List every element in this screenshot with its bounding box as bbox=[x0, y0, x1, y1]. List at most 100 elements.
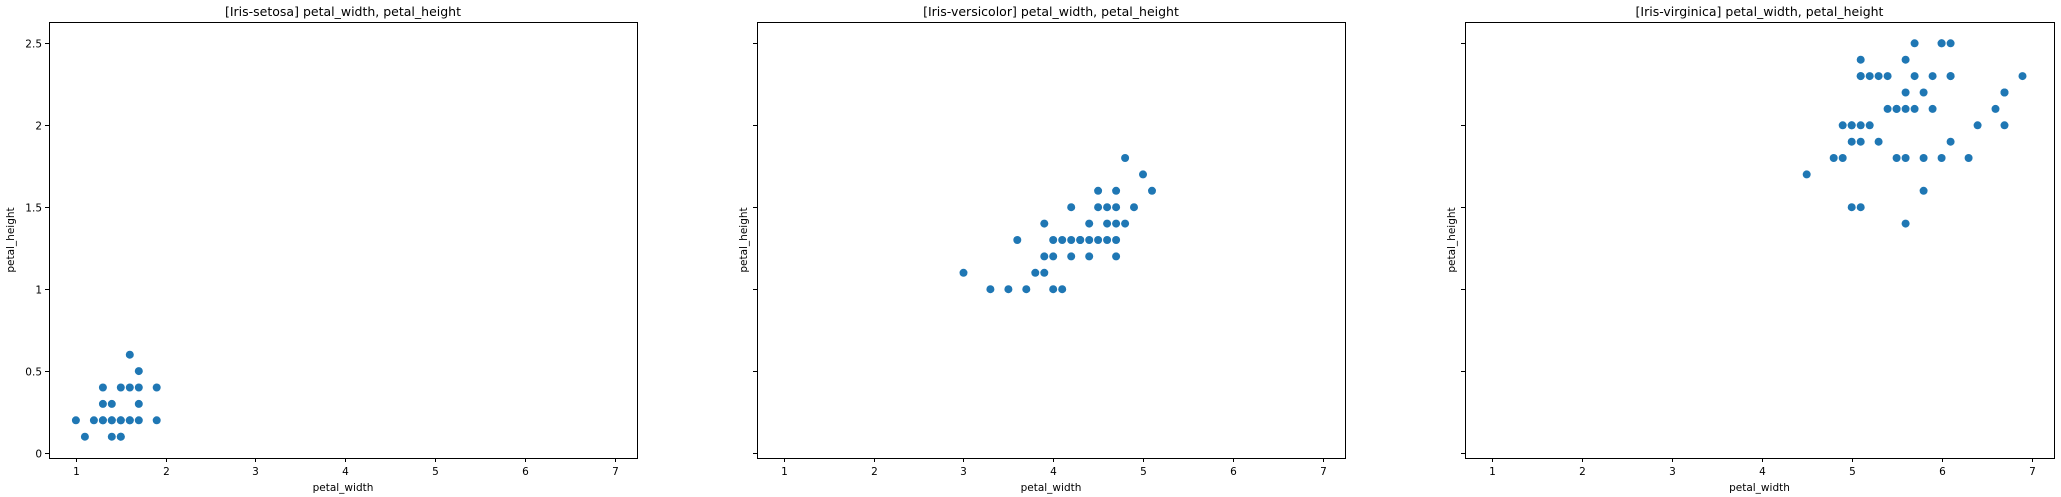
x-tick-label: 4 bbox=[1050, 466, 1057, 478]
data-point bbox=[125, 416, 134, 425]
data-point bbox=[1004, 285, 1013, 294]
x-tick-label: 4 bbox=[1759, 466, 1766, 478]
data-point bbox=[1973, 121, 1982, 130]
y-axis-label: petal_height bbox=[738, 207, 750, 272]
data-point bbox=[1919, 154, 1928, 162]
data-point bbox=[107, 416, 116, 425]
x-tick-label: 2 bbox=[163, 466, 170, 478]
data-point bbox=[1067, 236, 1076, 244]
x-axis-label: petal_width bbox=[313, 482, 374, 494]
data-point bbox=[152, 416, 161, 425]
x-tick-label: 4 bbox=[342, 466, 349, 478]
y-tick-label: 0 bbox=[35, 449, 42, 461]
chart-title: [Iris-setosa] petal_width, petal_height bbox=[225, 4, 461, 19]
data-point bbox=[1946, 39, 1955, 48]
x-tick-label: 7 bbox=[1320, 466, 1327, 478]
y-tick-label: 0.5 bbox=[25, 367, 42, 379]
data-point bbox=[1901, 55, 1910, 64]
data-point bbox=[1058, 285, 1067, 294]
data-point bbox=[71, 416, 80, 425]
data-point bbox=[107, 399, 116, 408]
data-point bbox=[1121, 219, 1130, 228]
data-point bbox=[2018, 72, 2027, 81]
data-point bbox=[1919, 186, 1928, 195]
data-point bbox=[1040, 268, 1049, 277]
data-point bbox=[116, 432, 125, 441]
data-point bbox=[1901, 88, 1910, 97]
data-point bbox=[1103, 203, 1112, 212]
y-tick-label: 2.5 bbox=[25, 39, 42, 51]
data-point bbox=[1892, 154, 1901, 162]
data-point bbox=[134, 367, 143, 376]
data-point bbox=[107, 432, 116, 441]
data-point bbox=[1892, 104, 1901, 113]
data-point bbox=[1829, 154, 1838, 162]
chart-title: [Iris-virginica] petal_width, petal_heig… bbox=[1636, 4, 1884, 19]
data-point bbox=[1067, 252, 1076, 261]
data-point bbox=[1847, 121, 1856, 130]
data-point bbox=[1022, 285, 1031, 294]
data-point bbox=[125, 383, 134, 392]
data-point bbox=[1856, 137, 1865, 146]
chart-title: [Iris-versicolor] petal_width, petal_hei… bbox=[923, 4, 1179, 19]
data-point bbox=[1067, 203, 1076, 212]
data-point bbox=[1856, 121, 1865, 130]
data-point bbox=[1085, 219, 1094, 228]
data-point bbox=[116, 383, 125, 392]
x-tick-label: 3 bbox=[1669, 466, 1676, 478]
data-point bbox=[1112, 252, 1121, 261]
x-tick-label: 3 bbox=[252, 466, 259, 478]
data-point bbox=[1058, 236, 1067, 244]
data-point bbox=[1103, 236, 1112, 244]
data-point bbox=[1103, 219, 1112, 228]
data-point bbox=[1112, 219, 1121, 228]
data-point bbox=[1910, 104, 1919, 113]
data-point bbox=[1946, 137, 1955, 146]
data-point bbox=[98, 416, 107, 425]
chart-panel-2: [Iris-versicolor] petal_width, petal_hei… bbox=[738, 4, 1346, 494]
data-point bbox=[1838, 154, 1847, 162]
data-point bbox=[1094, 236, 1103, 244]
data-point bbox=[1049, 236, 1058, 244]
data-point bbox=[1049, 285, 1058, 294]
data-point bbox=[1802, 170, 1811, 179]
data-point bbox=[1112, 236, 1121, 244]
data-point bbox=[1085, 252, 1094, 261]
x-tick-label: 1 bbox=[781, 466, 788, 478]
data-point bbox=[1085, 236, 1094, 244]
data-point bbox=[1901, 219, 1910, 228]
data-point bbox=[1031, 268, 1040, 277]
data-point bbox=[2000, 121, 2009, 130]
data-point bbox=[1865, 121, 1874, 130]
data-point bbox=[959, 268, 968, 277]
data-point bbox=[98, 383, 107, 392]
data-point bbox=[134, 399, 143, 408]
x-axis-label: petal_width bbox=[1021, 482, 1082, 494]
data-point bbox=[1094, 203, 1103, 212]
chart-panel-3: [Iris-virginica] petal_width, petal_heig… bbox=[1446, 4, 2055, 494]
data-point bbox=[1901, 154, 1910, 162]
y-axis-label: petal_height bbox=[5, 207, 17, 272]
data-point bbox=[1937, 39, 1946, 48]
data-point bbox=[89, 416, 98, 425]
x-tick-label: 5 bbox=[1849, 466, 1856, 478]
data-point bbox=[1856, 55, 1865, 64]
plot-frame bbox=[49, 22, 638, 459]
data-point bbox=[152, 383, 161, 392]
data-point bbox=[1901, 104, 1910, 113]
data-point bbox=[1013, 236, 1022, 244]
data-point bbox=[1040, 219, 1049, 228]
data-point bbox=[1076, 236, 1085, 244]
x-tick-label: 1 bbox=[73, 466, 80, 478]
data-point bbox=[1946, 72, 1955, 81]
y-axis-label: petal_height bbox=[1446, 207, 1458, 272]
data-point bbox=[1883, 104, 1892, 113]
data-point bbox=[116, 416, 125, 425]
data-point bbox=[125, 350, 134, 359]
data-point bbox=[80, 432, 89, 441]
data-point bbox=[134, 383, 143, 392]
y-tick-label: 1.5 bbox=[25, 203, 42, 215]
x-tick-label: 2 bbox=[1579, 466, 1586, 478]
plot-frame bbox=[1465, 22, 2055, 459]
